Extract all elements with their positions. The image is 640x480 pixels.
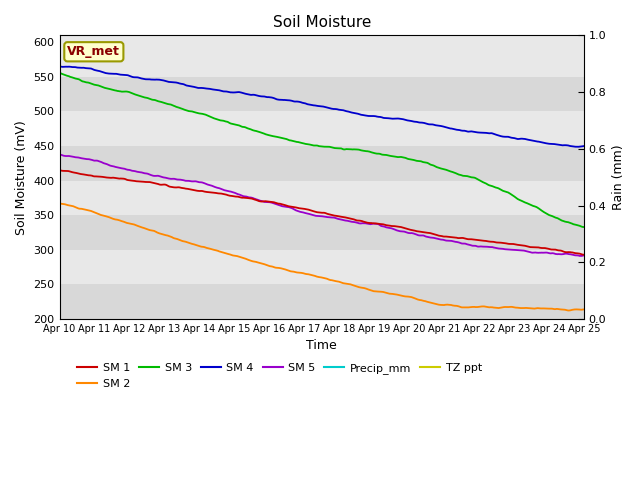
Title: Soil Moisture: Soil Moisture [273, 15, 371, 30]
Legend: SM 1, SM 2, SM 3, SM 4, SM 5, Precip_mm, TZ ppt: SM 1, SM 2, SM 3, SM 4, SM 5, Precip_mm,… [73, 359, 486, 393]
Y-axis label: Soil Moisture (mV): Soil Moisture (mV) [15, 120, 28, 235]
Bar [60, 250, 584, 285]
Text: VR_met: VR_met [67, 45, 120, 58]
Bar [60, 42, 584, 77]
Bar [60, 285, 584, 319]
Bar [60, 77, 584, 111]
Bar [60, 180, 584, 215]
X-axis label: Time: Time [307, 339, 337, 352]
Bar [60, 146, 584, 180]
Bar [60, 111, 584, 146]
Y-axis label: Rain (mm): Rain (mm) [612, 144, 625, 210]
Bar [60, 215, 584, 250]
